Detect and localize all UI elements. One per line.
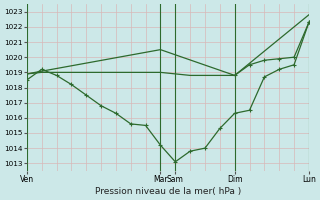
X-axis label: Pression niveau de la mer( hPa ): Pression niveau de la mer( hPa ): [95, 187, 241, 196]
